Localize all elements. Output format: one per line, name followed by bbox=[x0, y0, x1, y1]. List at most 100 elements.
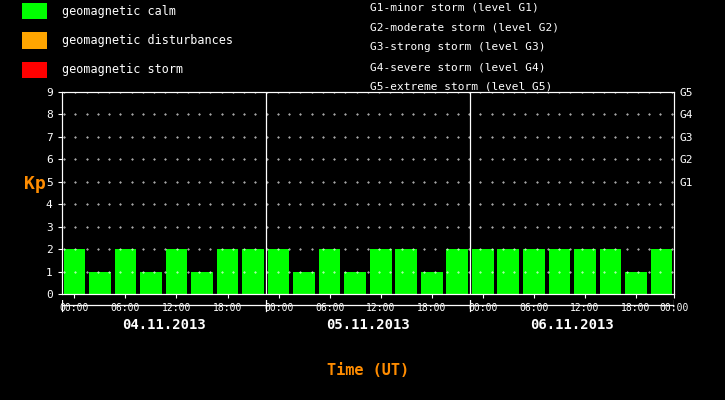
Point bbox=[441, 156, 452, 162]
Point bbox=[643, 201, 655, 208]
Point bbox=[104, 111, 115, 118]
Point bbox=[531, 201, 542, 208]
Point bbox=[249, 178, 261, 185]
Point bbox=[576, 201, 587, 208]
Point bbox=[475, 201, 486, 208]
Point bbox=[126, 156, 138, 162]
Point bbox=[632, 201, 644, 208]
Point bbox=[283, 89, 295, 95]
Point bbox=[621, 156, 632, 162]
Text: G3-strong storm (level G3): G3-strong storm (level G3) bbox=[370, 42, 545, 52]
Point bbox=[396, 268, 407, 275]
Point bbox=[441, 224, 452, 230]
Bar bbox=[344, 272, 366, 294]
Point bbox=[92, 268, 104, 275]
Point bbox=[294, 178, 306, 185]
Point bbox=[283, 134, 295, 140]
Point bbox=[531, 89, 542, 95]
Point bbox=[115, 201, 126, 208]
Point bbox=[149, 224, 160, 230]
Point bbox=[92, 156, 104, 162]
Bar bbox=[421, 272, 442, 294]
Point bbox=[531, 156, 542, 162]
Point bbox=[655, 89, 666, 95]
Text: geomagnetic storm: geomagnetic storm bbox=[62, 64, 183, 76]
Point bbox=[81, 134, 93, 140]
Point bbox=[137, 89, 149, 95]
Point bbox=[520, 111, 531, 118]
Point bbox=[227, 178, 239, 185]
Point bbox=[542, 156, 554, 162]
Point bbox=[475, 178, 486, 185]
Point bbox=[81, 268, 93, 275]
Point bbox=[160, 246, 171, 252]
Point bbox=[216, 224, 228, 230]
Point bbox=[362, 246, 373, 252]
Point bbox=[531, 246, 542, 252]
Point bbox=[239, 224, 250, 230]
Point bbox=[610, 201, 621, 208]
Point bbox=[272, 89, 283, 95]
Point bbox=[385, 268, 397, 275]
Point bbox=[508, 268, 520, 275]
Point bbox=[632, 134, 644, 140]
Point bbox=[149, 111, 160, 118]
Point bbox=[216, 268, 228, 275]
Point bbox=[418, 268, 430, 275]
Point bbox=[373, 89, 385, 95]
Point bbox=[497, 268, 509, 275]
Point bbox=[452, 156, 464, 162]
Point bbox=[463, 134, 475, 140]
Point bbox=[70, 201, 81, 208]
Point bbox=[621, 201, 632, 208]
Point bbox=[339, 156, 351, 162]
Point bbox=[598, 156, 610, 162]
Point bbox=[104, 268, 115, 275]
Point bbox=[194, 268, 205, 275]
Point bbox=[497, 224, 509, 230]
Bar bbox=[497, 249, 519, 294]
Point bbox=[418, 201, 430, 208]
Point bbox=[362, 224, 373, 230]
Point bbox=[632, 268, 644, 275]
Point bbox=[115, 268, 126, 275]
Point bbox=[553, 178, 565, 185]
Bar bbox=[242, 249, 264, 294]
Point bbox=[194, 156, 205, 162]
Point bbox=[497, 201, 509, 208]
Point bbox=[598, 224, 610, 230]
Point bbox=[92, 178, 104, 185]
Point bbox=[441, 134, 452, 140]
Point bbox=[328, 268, 340, 275]
Point bbox=[520, 134, 531, 140]
Point bbox=[115, 178, 126, 185]
Point bbox=[204, 178, 216, 185]
Point bbox=[204, 268, 216, 275]
Point bbox=[396, 111, 407, 118]
Point bbox=[475, 246, 486, 252]
Bar bbox=[268, 249, 289, 294]
Point bbox=[92, 224, 104, 230]
Point bbox=[160, 224, 171, 230]
Point bbox=[294, 201, 306, 208]
Point bbox=[261, 111, 273, 118]
Point bbox=[59, 178, 70, 185]
Point bbox=[373, 268, 385, 275]
Point bbox=[452, 201, 464, 208]
Point bbox=[261, 89, 273, 95]
Point bbox=[294, 268, 306, 275]
Point bbox=[587, 156, 599, 162]
Point bbox=[328, 134, 340, 140]
Point bbox=[553, 89, 565, 95]
Point bbox=[452, 89, 464, 95]
Point bbox=[70, 134, 81, 140]
Point bbox=[115, 134, 126, 140]
Point bbox=[463, 178, 475, 185]
Point bbox=[81, 246, 93, 252]
Point bbox=[351, 134, 362, 140]
Point bbox=[306, 134, 318, 140]
Point bbox=[396, 246, 407, 252]
Point bbox=[643, 246, 655, 252]
Point bbox=[632, 111, 644, 118]
Point bbox=[508, 178, 520, 185]
